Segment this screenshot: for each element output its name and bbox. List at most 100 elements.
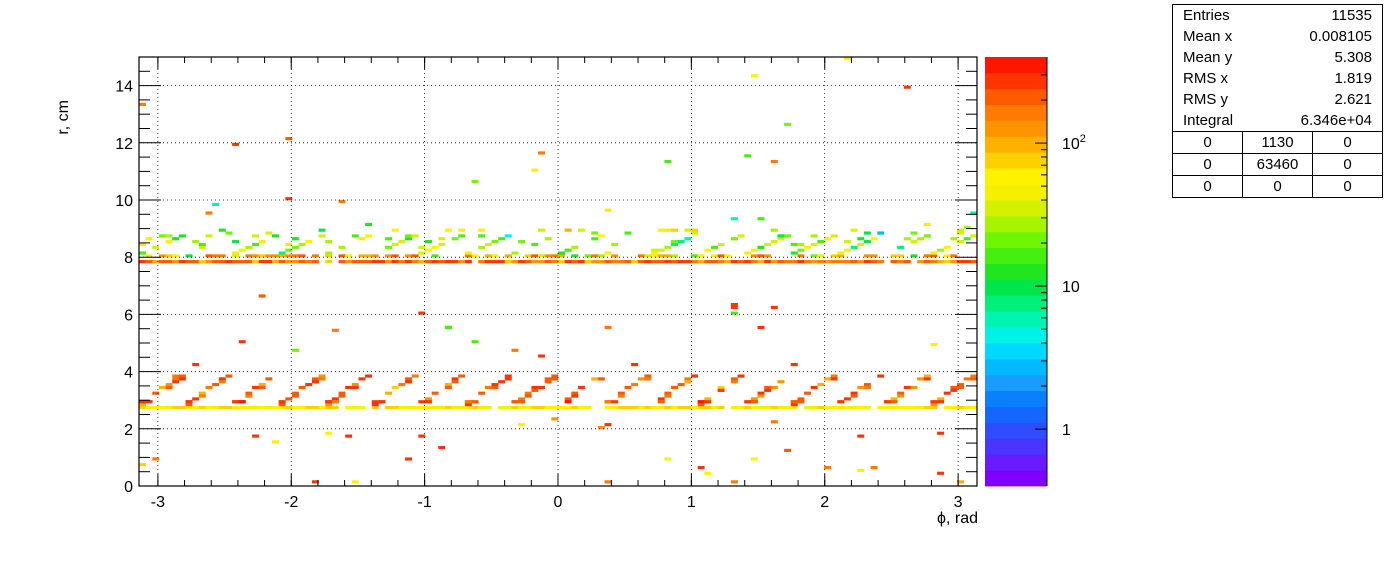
- heatmap-cell: [857, 468, 865, 472]
- heatmap-cell: [165, 234, 173, 238]
- heatmap-cell: [139, 400, 146, 404]
- heatmap-cell: [185, 405, 193, 410]
- heatmap-cell: [272, 260, 279, 264]
- heatmap-cell: [558, 254, 565, 258]
- heatmap-cell: [830, 260, 838, 264]
- heatmap-cell: [504, 374, 512, 378]
- heatmap-cell: [757, 254, 765, 258]
- heatmap-cell: [777, 260, 785, 264]
- heatmap-cell: [498, 380, 506, 384]
- heatmap-cell: [471, 340, 479, 344]
- heatmap-cell: [843, 240, 851, 244]
- heatmap-cell: [225, 405, 233, 410]
- z-tick-label: 102: [1062, 133, 1086, 153]
- heatmap-cell: [744, 405, 752, 410]
- heatmap-cells: [139, 57, 978, 484]
- heatmap-cell: [704, 248, 712, 252]
- heatmap-cell: [790, 403, 798, 407]
- heatmap-cell: [391, 228, 399, 232]
- heatmap-cell: [351, 385, 359, 390]
- heatmap-cell: [677, 383, 685, 387]
- heatmap-cell: [870, 254, 878, 258]
- heatmap-cell: [624, 385, 632, 390]
- palette-swatch: [985, 263, 1047, 280]
- heatmap-cell: [657, 248, 665, 252]
- heatmap-cell: [837, 251, 845, 255]
- heatmap-cell: [444, 260, 452, 264]
- heatmap-cell: [697, 260, 705, 264]
- heatmap-cell: [890, 254, 898, 258]
- heatmap-cell: [857, 385, 865, 390]
- y-tick-label: 0: [124, 479, 133, 496]
- heatmap-cell: [358, 254, 366, 258]
- y-tick-label: 2: [124, 422, 133, 439]
- heatmap-cell: [930, 343, 938, 347]
- heatmap-cell: [710, 245, 718, 249]
- heatmap-cell: [591, 260, 599, 264]
- heatmap-cell: [145, 260, 153, 264]
- heatmap-cell: [318, 377, 326, 381]
- heatmap-cell: [531, 242, 539, 247]
- heatmap-cell: [770, 305, 778, 309]
- palette-swatch: [985, 422, 1047, 439]
- heatmap-cell: [804, 260, 812, 264]
- heatmap-cell: [424, 405, 432, 410]
- heatmap-cell: [937, 431, 945, 435]
- heatmap-cell: [152, 245, 160, 249]
- heatmap-cell: [398, 405, 406, 410]
- heatmap-cell: [571, 405, 579, 410]
- heatmap-cell: [604, 405, 612, 410]
- z-tick-label: 1: [1062, 422, 1071, 439]
- heatmap-cell: [438, 237, 446, 241]
- heatmap-cell: [597, 254, 605, 258]
- heatmap-cell: [930, 251, 938, 255]
- heatmap-cell: [238, 340, 246, 344]
- heatmap-cell: [491, 240, 499, 244]
- heatmap-cell: [797, 242, 805, 247]
- heatmap-cell: [212, 254, 220, 258]
- heatmap-cell: [478, 391, 486, 395]
- heatmap-cell: [970, 211, 978, 215]
- heatmap-cell: [311, 480, 319, 484]
- heatmap-cell: [737, 374, 745, 378]
- heatmap-cell: [857, 260, 865, 264]
- heatmap-cell: [757, 325, 765, 329]
- heatmap-cell: [564, 397, 572, 401]
- heatmap-cell: [810, 260, 818, 264]
- heatmap-cell: [604, 260, 612, 264]
- heatmap-cell: [218, 228, 226, 232]
- heatmap-cell: [757, 260, 765, 264]
- heatmap-cell: [963, 225, 971, 229]
- heatmap-cell: [152, 260, 160, 264]
- heatmap-cell: [272, 254, 279, 258]
- heatmap-cell: [824, 405, 831, 410]
- palette-swatch: [985, 200, 1047, 217]
- heatmap-cell: [784, 122, 792, 126]
- heatmap-cell: [291, 237, 299, 241]
- heatmap-cell: [198, 394, 206, 398]
- heatmap-cell: [571, 260, 579, 264]
- heatmap-cell: [158, 385, 166, 390]
- heatmap-cell: [172, 237, 180, 241]
- heatmap-cell: [737, 405, 745, 410]
- heatmap-cell: [730, 305, 738, 309]
- heatmap-cell: [923, 234, 931, 238]
- heatmap-cell: [538, 260, 545, 264]
- heatmap-cell: [424, 397, 432, 401]
- stats-grid-cell: 0: [1243, 176, 1313, 197]
- heatmap-cell: [604, 251, 612, 255]
- heatmap-cell: [684, 380, 692, 384]
- heatmap-cell: [950, 405, 958, 410]
- heatmap-cell: [345, 434, 353, 438]
- x-tick-label: -2: [284, 494, 298, 511]
- heatmap-cell: [158, 234, 166, 238]
- heatmap-cell: [192, 363, 200, 367]
- heatmap-cell: [897, 391, 905, 395]
- heatmap-cell: [664, 394, 672, 398]
- heatmap-cell: [411, 254, 419, 258]
- heatmap-cell: [677, 260, 685, 264]
- palette-swatch: [985, 438, 1047, 455]
- heatmap-cell: [351, 405, 359, 410]
- heatmap-cell: [591, 231, 599, 235]
- heatmap-cell: [611, 400, 619, 404]
